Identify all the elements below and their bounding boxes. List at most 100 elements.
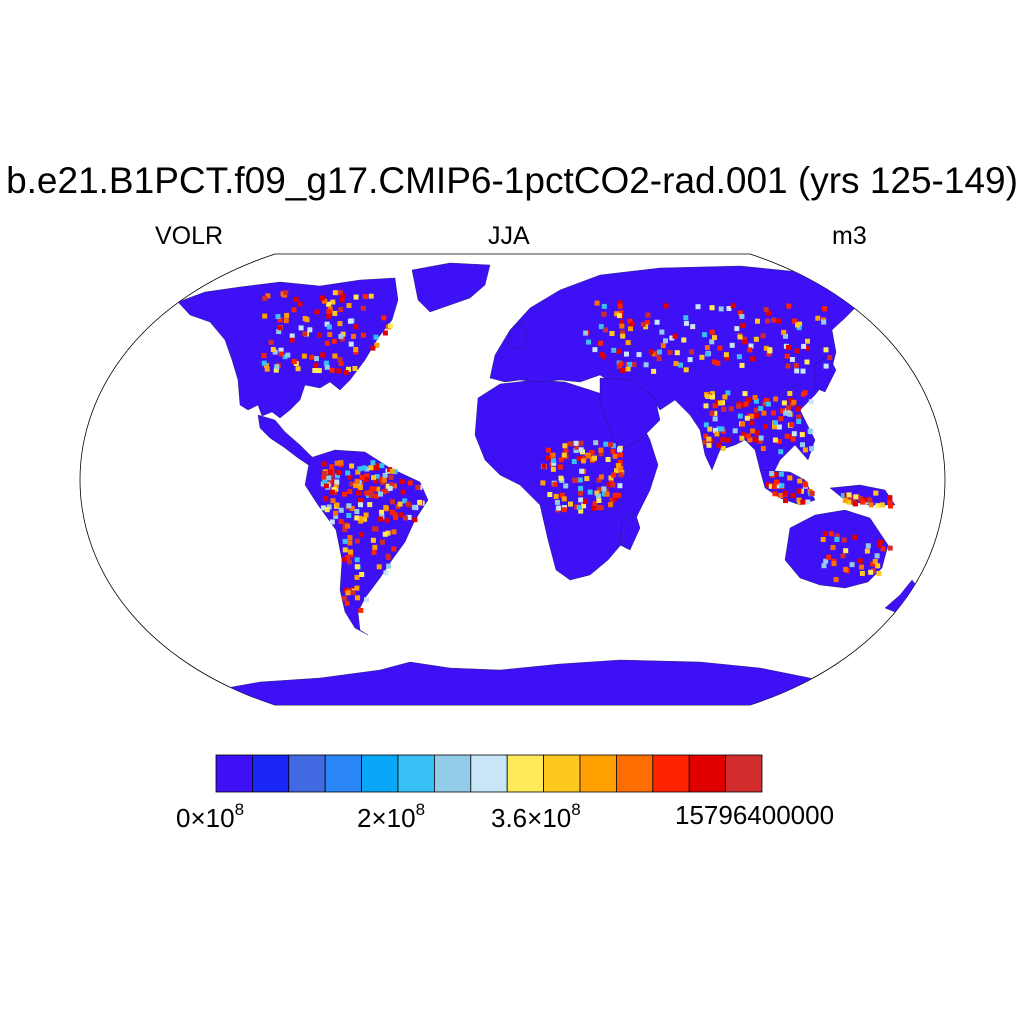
runoff-cell — [382, 330, 388, 336]
runoff-cell — [726, 306, 732, 311]
runoff-cell — [578, 440, 584, 446]
colorbar-box — [506, 754, 545, 793]
runoff-cell — [338, 307, 344, 313]
runoff-cell — [776, 424, 782, 430]
runoff-cell — [339, 336, 345, 342]
runoff-cell — [598, 505, 604, 511]
runoff-cell — [618, 465, 624, 471]
runoff-cell — [765, 401, 771, 407]
runoff-cell — [598, 451, 604, 457]
runoff-cell — [329, 519, 335, 525]
runoff-cell — [648, 349, 654, 355]
runoff-cell — [261, 353, 267, 359]
runoff-cell — [741, 431, 747, 437]
runoff-cell — [329, 464, 335, 470]
runoff-cell — [289, 333, 295, 339]
runoff-cell — [333, 510, 339, 516]
runoff-cell — [383, 570, 389, 576]
runoff-cell — [389, 509, 395, 515]
runoff-cell — [709, 305, 715, 311]
runoff-cell — [745, 433, 751, 439]
runoff-cell — [594, 505, 600, 511]
runoff-cell — [592, 347, 598, 353]
runoff-cell — [541, 463, 547, 469]
runoff-cell — [712, 335, 717, 341]
runoff-cell — [589, 450, 595, 455]
runoff-cell — [651, 368, 657, 374]
runoff-cell — [362, 294, 368, 299]
runoff-cell — [859, 571, 865, 576]
runoff-cell — [550, 466, 556, 472]
runoff-cell — [808, 399, 814, 405]
runoff-cell — [766, 310, 772, 316]
runoff-cell — [737, 413, 743, 419]
runoff-cell — [341, 595, 347, 601]
runoff-cell — [774, 479, 779, 485]
runoff-cell — [809, 446, 815, 452]
runoff-cell — [787, 391, 793, 396]
runoff-cell — [725, 437, 731, 443]
runoff-cell — [336, 368, 342, 374]
runoff-cell — [338, 290, 343, 296]
runoff-cell — [359, 532, 365, 537]
runoff-cell — [574, 444, 580, 450]
runoff-cell — [331, 338, 337, 344]
runoff-cell — [372, 544, 378, 550]
runoff-cell — [846, 492, 852, 498]
runoff-cell — [556, 505, 562, 511]
runoff-cell — [872, 559, 878, 564]
runoff-cell — [783, 410, 789, 416]
runoff-cell — [314, 356, 319, 362]
runoff-cell — [598, 340, 604, 346]
runoff-cell — [730, 303, 736, 309]
runoff-cell — [796, 488, 802, 494]
runoff-cell — [334, 479, 340, 485]
runoff-cell — [354, 585, 360, 591]
runoff-cell — [739, 314, 745, 319]
runoff-cell — [347, 559, 352, 565]
runoff-cell — [551, 458, 556, 464]
runoff-cell — [740, 421, 746, 427]
runoff-cell — [763, 397, 769, 403]
runoff-cell — [865, 543, 871, 549]
runoff-cell — [609, 331, 615, 336]
runoff-cell — [796, 325, 802, 331]
runoff-cell — [690, 324, 696, 330]
runoff-cell — [383, 505, 389, 511]
runoff-cell — [573, 448, 579, 453]
runoff-cell — [399, 479, 405, 485]
runoff-cell — [340, 293, 346, 299]
runoff-cell — [270, 347, 276, 352]
runoff-cell — [323, 496, 329, 501]
runoff-cell — [353, 347, 359, 352]
runoff-cell — [774, 482, 780, 488]
runoff-cell — [353, 483, 359, 489]
runoff-cell — [706, 442, 712, 448]
runoff-cell — [781, 400, 787, 406]
runoff-cell — [783, 490, 789, 496]
runoff-cell — [790, 492, 796, 498]
runoff-cell — [355, 595, 360, 601]
runoff-cell — [326, 504, 332, 510]
runoff-cell — [329, 472, 335, 478]
runoff-cell — [612, 453, 618, 459]
runoff-cell — [615, 463, 621, 469]
runoff-cell — [324, 507, 330, 513]
runoff-cell — [277, 317, 283, 323]
runoff-cell — [354, 509, 360, 514]
runoff-cell — [617, 460, 623, 465]
runoff-cell — [728, 406, 734, 412]
runoff-cell — [617, 447, 622, 453]
runoff-cell — [282, 354, 288, 360]
runoff-cell — [799, 432, 805, 438]
runoff-cell — [823, 347, 829, 353]
runoff-cell — [629, 321, 635, 327]
runoff-cell — [405, 501, 411, 507]
runoff-cell — [558, 457, 564, 463]
runoff-cell — [860, 499, 866, 505]
runoff-cell — [594, 490, 600, 496]
runoff-cell — [773, 396, 779, 402]
runoff-cell — [784, 433, 790, 439]
runoff-cell — [709, 410, 715, 416]
british-isles — [507, 321, 529, 351]
